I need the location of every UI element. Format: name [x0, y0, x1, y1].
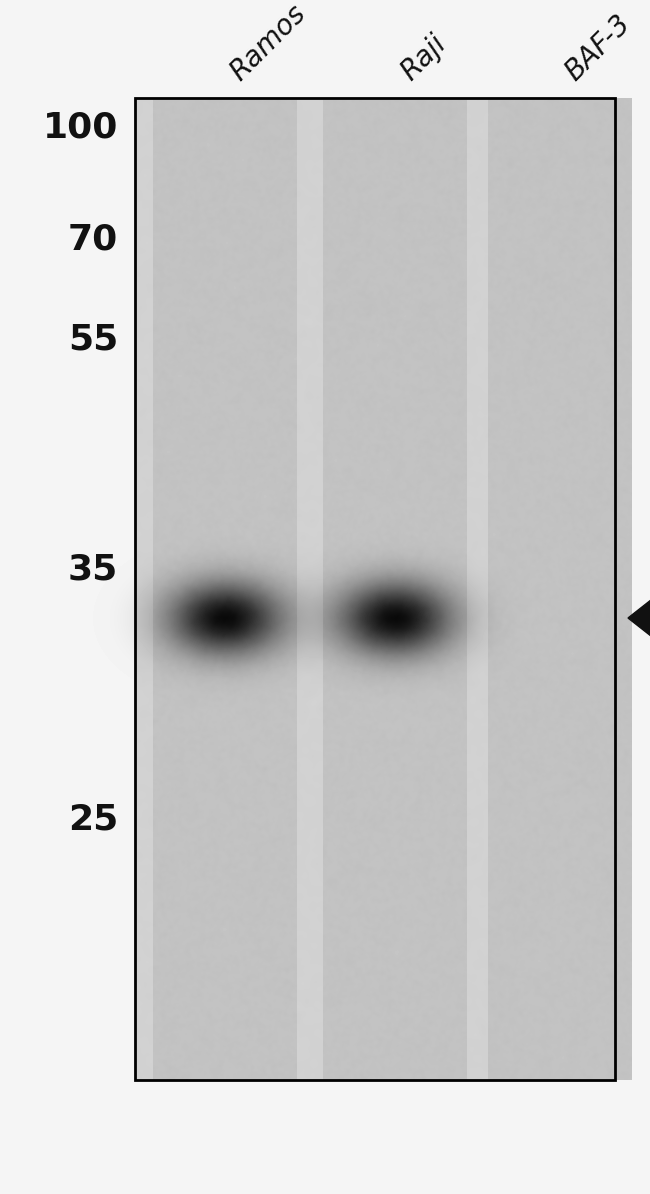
- Text: BAF-3: BAF-3: [560, 10, 636, 86]
- Text: 35: 35: [68, 553, 118, 587]
- Bar: [135, 98, 615, 1081]
- Text: 70: 70: [68, 223, 118, 257]
- Text: Ramos: Ramos: [225, 0, 312, 86]
- Text: 55: 55: [68, 324, 118, 357]
- Polygon shape: [628, 572, 650, 664]
- Text: Raji: Raji: [395, 30, 451, 86]
- Text: 100: 100: [43, 111, 118, 144]
- Text: 25: 25: [68, 804, 118, 837]
